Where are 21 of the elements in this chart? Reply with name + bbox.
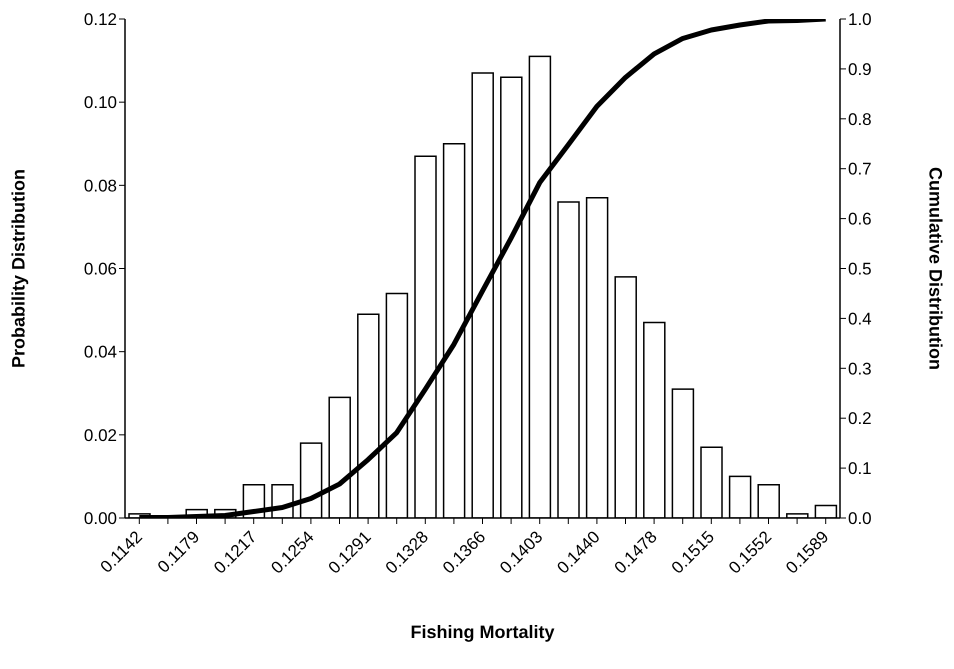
y2-tick-label: 1.0 (848, 10, 872, 30)
y2-tick-label: 0.0 (848, 509, 872, 528)
x-axis-title: Fishing Mortality (410, 622, 554, 642)
y2-tick-label: 0.2 (848, 409, 872, 428)
y2-tick-label: 0.5 (848, 260, 872, 279)
y2-tick-label: 0.9 (848, 60, 872, 79)
y-tick-label: 0.12 (84, 10, 117, 30)
y2-tick-label: 0.3 (848, 359, 872, 378)
y-tick-label: 0.00 (84, 509, 117, 528)
y-tick-label: 0.10 (84, 93, 117, 112)
y2-tick-label: 0.7 (848, 160, 872, 179)
y-tick-label: 0.02 (84, 426, 117, 445)
y2-axis-title: Cumulative Distribution (926, 166, 946, 370)
y-tick-label: 0.08 (84, 176, 117, 196)
y-tick-label: 0.04 (84, 342, 117, 362)
y2-tick-label: 0.4 (848, 309, 872, 328)
y2-tick-label: 0.8 (848, 110, 872, 129)
y-axis-title: Probability Distribution (8, 168, 28, 368)
y2-tick-label: 0.6 (848, 210, 872, 229)
y2-tick-label: 0.1 (848, 459, 872, 478)
y-tick-label: 0.06 (84, 260, 117, 279)
